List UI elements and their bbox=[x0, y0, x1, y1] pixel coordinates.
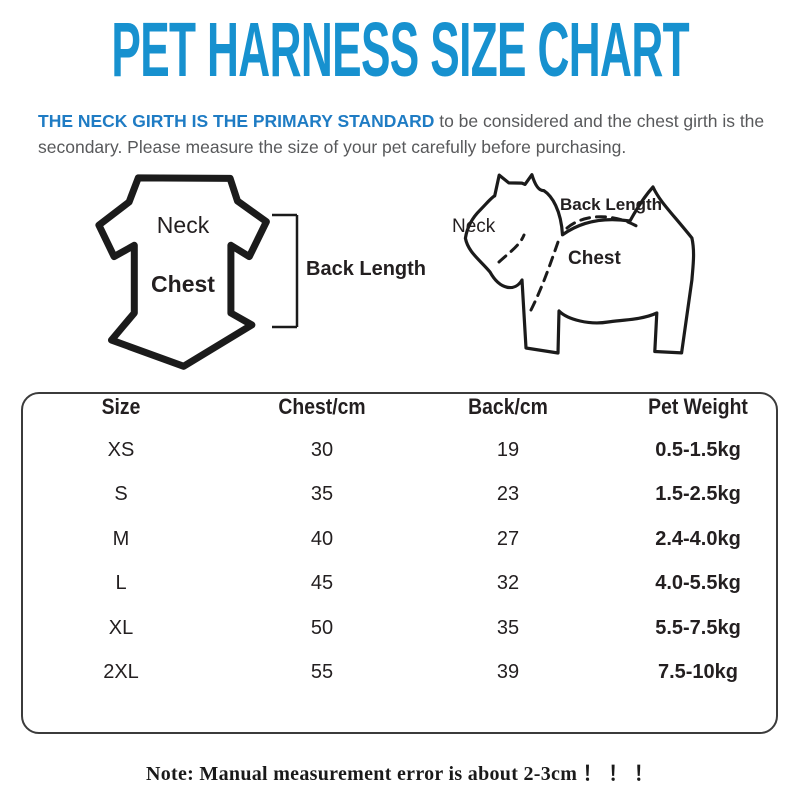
svg-text:Neck: Neck bbox=[452, 216, 496, 237]
svg-text:Chest: Chest bbox=[568, 248, 621, 269]
svg-text:Back Length: Back Length bbox=[306, 258, 426, 280]
svg-text:Chest: Chest bbox=[151, 271, 215, 297]
svg-text:Neck: Neck bbox=[157, 212, 210, 238]
svg-text:Back Length: Back Length bbox=[560, 195, 662, 214]
